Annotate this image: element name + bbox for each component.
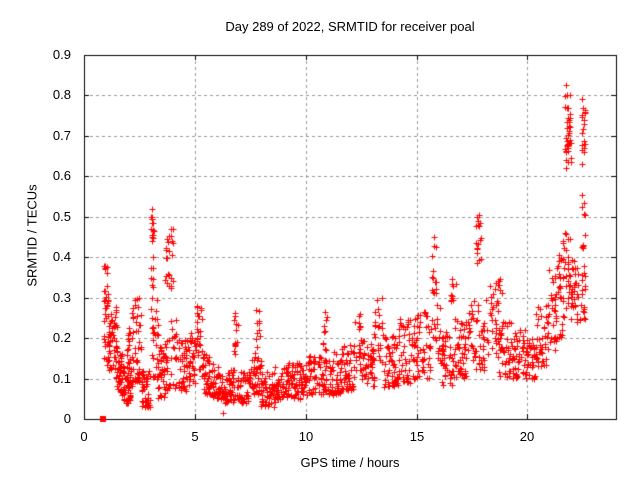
x-tick-label: 20 xyxy=(519,429,535,444)
y-tick-label: 0.6 xyxy=(52,168,71,183)
y-tick-label: 0.9 xyxy=(52,47,71,62)
x-tick-label: 15 xyxy=(409,429,425,444)
x-tick-label: 10 xyxy=(298,429,314,444)
y-tick-label: 0.1 xyxy=(52,371,71,386)
y-tick-label: 0 xyxy=(63,411,71,426)
y-tick-label: 0.5 xyxy=(52,209,71,224)
chart-title: Day 289 of 2022, SRMTID for receiver poa… xyxy=(225,19,475,34)
y-tick-label: 0.2 xyxy=(52,330,71,345)
x-axis-label: GPS time / hours xyxy=(300,455,400,470)
x-tick-label: 5 xyxy=(191,429,199,444)
y-tick-label: 0.7 xyxy=(52,128,71,143)
y-tick-label: 0.8 xyxy=(52,87,71,102)
y-tick-label: 0.4 xyxy=(52,249,71,264)
x-tick-label: 0 xyxy=(80,429,88,444)
y-tick-label: 0.3 xyxy=(52,290,71,305)
